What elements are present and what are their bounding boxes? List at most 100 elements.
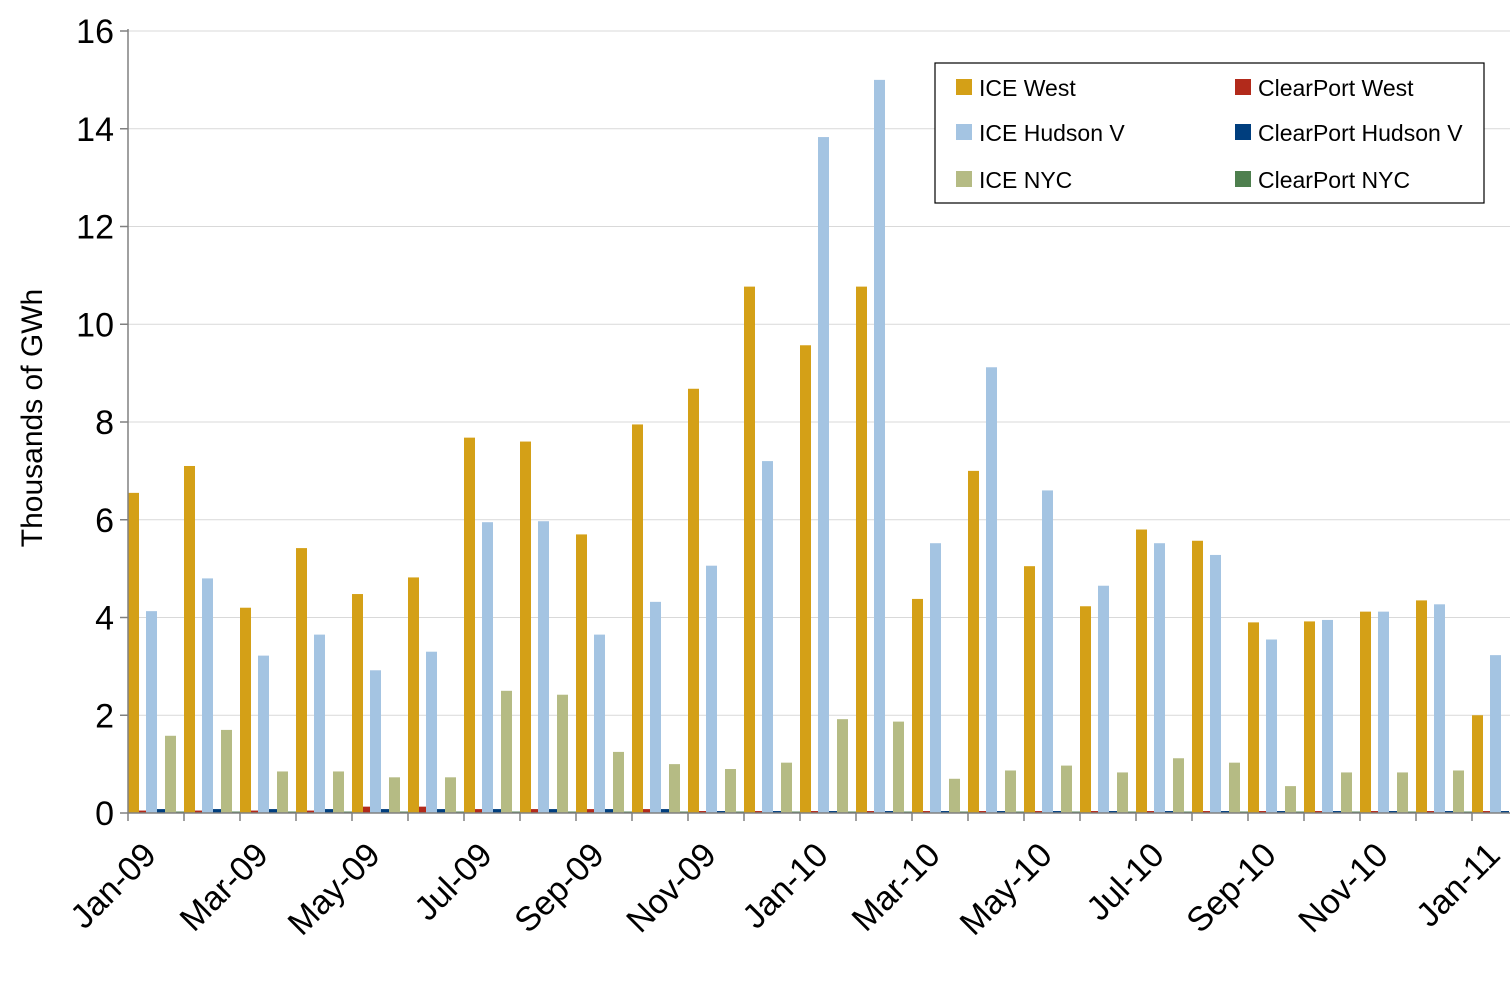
legend-swatch-clearport-nyc [1235, 171, 1251, 187]
x-tick-label-jul-09: Jul-09 [407, 836, 499, 928]
bar-clearport-west-may-09 [363, 806, 370, 813]
bar-ice-west-oct-10 [1304, 621, 1315, 813]
bar-ice-west-feb-10 [856, 286, 867, 814]
bar-ice-hudson-v-aug-09 [538, 521, 549, 813]
series-ice-west [128, 286, 1483, 814]
bar-clearport-hudson-v-may-09 [381, 809, 389, 813]
legend-label-ice-hudson-v: ICE Hudson V [979, 120, 1125, 146]
bar-clearport-west-apr-10 [979, 811, 986, 813]
bar-clearport-west-aug-09 [531, 809, 538, 813]
bar-clearport-west-feb-09 [195, 810, 202, 813]
x-tick-label-jan-11: Jan-11 [1409, 836, 1508, 935]
bar-clearport-west-jan-09 [139, 810, 146, 813]
bar-ice-hudson-v-mar-09 [258, 655, 269, 813]
legend-swatch-clearport-west [1235, 79, 1251, 95]
bar-ice-nyc-may-10 [1061, 765, 1072, 813]
x-tick-label-sep-10: Sep-10 [1179, 836, 1283, 940]
bar-ice-west-dec-09 [744, 286, 755, 814]
legend-swatch-ice-hudson-v [956, 124, 972, 140]
bar-ice-nyc-apr-10 [1005, 770, 1016, 813]
bar-ice-nyc-oct-09 [669, 764, 680, 813]
bar-ice-nyc-nov-10 [1397, 772, 1408, 813]
y-tick-label-0: 0 [95, 795, 114, 833]
bar-clearport-hudson-v-may-10 [1053, 811, 1061, 813]
bar-ice-hudson-v-feb-09 [202, 578, 213, 813]
bar-clearport-hudson-v-oct-10 [1333, 811, 1341, 813]
bar-ice-nyc-jun-09 [445, 777, 456, 813]
bar-clearport-west-dec-09 [755, 811, 762, 813]
bar-ice-hudson-v-sep-09 [594, 634, 605, 813]
bar-ice-hudson-v-apr-09 [314, 634, 325, 813]
bar-clearport-west-jun-09 [419, 806, 426, 813]
x-tick-label-nov-10: Nov-10 [1291, 836, 1395, 940]
bar-ice-nyc-nov-09 [725, 769, 736, 813]
bar-clearport-west-nov-09 [699, 811, 706, 813]
legend-label-ice-west: ICE West [979, 75, 1076, 101]
y-tick-label-6: 6 [95, 502, 114, 540]
legend-label-clearport-nyc: ClearPort NYC [1258, 167, 1410, 193]
bar-clearport-west-mar-10 [923, 811, 930, 813]
bar-clearport-hudson-v-jan-10 [829, 811, 837, 813]
x-tick-label-mar-10: Mar-10 [845, 836, 948, 939]
bar-ice-west-jan-09 [128, 492, 139, 813]
bar-ice-nyc-jul-10 [1173, 758, 1184, 813]
bar-ice-nyc-sep-10 [1285, 786, 1296, 813]
bar-ice-west-mar-10 [912, 598, 923, 813]
bar-clearport-west-sep-10 [1259, 811, 1266, 813]
bar-ice-hudson-v-jan-10 [818, 137, 829, 814]
bar-ice-west-feb-09 [184, 465, 195, 813]
bar-ice-hudson-v-jun-10 [1098, 585, 1109, 813]
legend: ICE West ClearPort West ICE Hudson V ClearP… [934, 62, 1485, 204]
bar-clearport-hudson-v-jan-11 [1501, 811, 1509, 813]
x-tick-label-jul-10: Jul-10 [1079, 836, 1171, 928]
axes [120, 29, 1510, 821]
y-tick-label-2: 2 [95, 697, 114, 735]
x-tick-label-sep-09: Sep-09 [507, 836, 611, 940]
legend-item-clearport-west: ClearPort West [1235, 75, 1414, 101]
bar-ice-hudson-v-apr-10 [986, 367, 997, 813]
bar-clearport-hudson-v-aug-10 [1221, 811, 1229, 813]
y-tick-label-12: 12 [76, 209, 114, 247]
bar-clearport-west-oct-10 [1315, 811, 1322, 813]
bar-clearport-hudson-v-oct-09 [661, 809, 669, 813]
bar-ice-west-sep-09 [576, 534, 587, 813]
bar-clearport-hudson-v-sep-09 [605, 809, 613, 813]
bar-ice-west-jul-10 [1136, 529, 1147, 813]
bars [128, 79, 1509, 814]
bar-ice-west-mar-09 [240, 607, 251, 813]
bar-ice-west-aug-10 [1192, 540, 1203, 813]
x-tick-label-nov-09: Nov-09 [619, 836, 723, 940]
legend-swatch-clearport-hudson-v [1235, 124, 1251, 140]
bar-clearport-hudson-v-nov-10 [1389, 811, 1397, 813]
x-tick-label-may-10: May-10 [953, 836, 1060, 943]
bar-clearport-hudson-v-jan-09 [157, 809, 165, 813]
y-tick-label-8: 8 [95, 404, 114, 442]
bar-ice-nyc-jul-09 [501, 690, 512, 813]
bar-ice-west-jul-09 [464, 437, 475, 813]
x-tick-label-mar-09: Mar-09 [173, 836, 276, 939]
bar-ice-west-nov-10 [1360, 611, 1371, 813]
bar-ice-nyc-jan-10 [837, 719, 848, 813]
bar-ice-hudson-v-mar-10 [930, 543, 941, 813]
bar-clearport-west-aug-10 [1203, 811, 1210, 813]
legend-label-clearport-hudson-v: ClearPort Hudson V [1258, 120, 1463, 146]
bar-ice-hudson-v-jan-11 [1490, 655, 1501, 813]
bar-ice-nyc-may-09 [389, 777, 400, 813]
bar-ice-nyc-jun-10 [1117, 772, 1128, 813]
bar-ice-hudson-v-dec-09 [762, 461, 773, 813]
bar-clearport-west-may-10 [1035, 811, 1042, 813]
series-ice-hudson-v [146, 79, 1501, 814]
x-tick-label-jan-09: Jan-09 [63, 836, 163, 936]
bar-ice-hudson-v-feb-10 [874, 79, 885, 813]
bar-ice-hudson-v-may-09 [370, 670, 381, 813]
bar-clearport-west-mar-09 [251, 810, 258, 813]
bar-ice-nyc-dec-09 [781, 762, 792, 813]
bar-clearport-west-jul-10 [1147, 811, 1154, 813]
y-tick-label-16: 16 [76, 13, 114, 51]
bar-ice-west-aug-09 [520, 441, 531, 813]
bar-clearport-hudson-v-jun-10 [1109, 811, 1117, 813]
bar-clearport-west-nov-10 [1371, 811, 1378, 813]
y-axis-title: Thousands of GWh [16, 289, 49, 547]
bar-clearport-hudson-v-jul-10 [1165, 811, 1173, 813]
y-tick-label-10: 10 [76, 306, 114, 344]
